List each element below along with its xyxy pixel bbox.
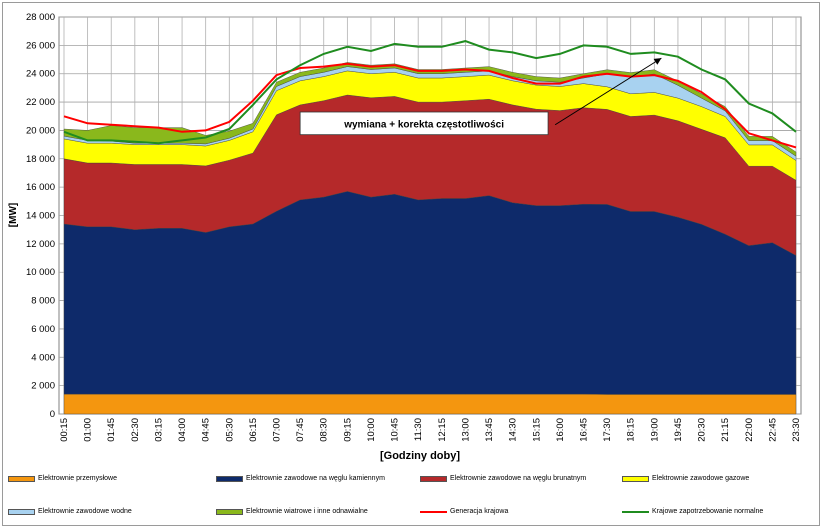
area-series-6 [63,62,797,157]
x-tick-label: 00:15 [59,418,70,442]
x-tick-label: 03:15 [153,418,164,442]
line-series-2 [63,40,797,145]
y-tick-label: 2 000 [31,381,55,392]
legend-label: Elektrownie wiatrowe i inne odnawialne [246,508,368,515]
legend-label: Generacja krajowa [450,508,509,515]
annotation-arrowhead [653,58,662,65]
x-tick-label: 07:00 [272,418,283,442]
annotation-text: wymiana + korekta częstotliwości [343,119,504,130]
y-tick-label: 22 000 [26,97,55,108]
legend-label: Elektrownie zawodowe gazowe [652,475,750,482]
legend-label: Krajowe zapotrzebowanie normalne [652,508,764,515]
y-tick-label: 10 000 [26,267,55,278]
legend-label: Elektrownie zawodowe na węglu kamiennym [246,475,385,482]
x-axis-label: [Godziny doby] [380,450,460,462]
x-tick-label: 09:15 [342,418,353,442]
x-tick-label: 13:00 [460,418,471,442]
x-tick-label: 15:15 [531,418,542,442]
legend-item: Elektrownie zawodowe gazowe [622,475,749,482]
x-tick-label: 07:45 [295,418,306,442]
x-tick-label: 13:45 [484,418,495,442]
annotation-box [299,111,549,136]
x-tick-label: 11:30 [413,418,424,441]
y-tick-label: 16 000 [26,182,55,193]
x-tick-label: 02:30 [130,418,141,442]
x-tick-label: 04:00 [177,418,188,442]
stacked-areas [63,62,797,415]
area-series-1 [63,393,797,415]
legend-item: Elektrownie zawodowe na węglu kamiennym [216,475,385,482]
legend-swatch [216,475,243,482]
x-tick-label: 01:00 [83,418,94,442]
legend-item: Generacja krajowa [420,508,508,515]
y-tick-label: 26 000 [26,40,55,51]
legend-swatch [8,508,35,515]
x-tick-label: 22:45 [767,418,778,442]
line-series-1 [63,62,797,149]
x-tick-label: 10:45 [390,418,401,442]
legend-label: Elektrownie przemysłowe [38,475,117,482]
annotation-arrow [554,57,662,126]
x-tick-label: 01:45 [106,418,117,442]
legend-swatch [622,475,649,482]
y-tick-label: 6 000 [31,324,55,335]
legend-item: Elektrownie wiatrowe i inne odnawialne [216,508,368,515]
legend-label: Elektrownie zawodowe wodne [38,508,132,515]
x-tick-label: 22:00 [744,418,755,442]
legend-label: Elektrownie zawodowe na węglu brunatnym [450,475,587,482]
y-tick-label: 0 [50,409,55,420]
x-tick-label: 14:30 [508,418,519,442]
y-tick-label: 28 000 [26,12,55,23]
y-axis-ticks: 0 2 000 4 000 6 000 8 000 10 000 12 000 14 000 1… [26,12,55,420]
y-tick-label: 18 000 [26,154,55,165]
legend-item: Krajowe zapotrzebowanie normalne [622,508,763,515]
x-tick-label: 21:15 [720,418,731,442]
x-tick-label: 05:30 [224,418,235,442]
series-lines [63,40,797,149]
x-axis-ticks: 00:15 01:00 01:45 02:30 03:15 04:00 04:45 05:30… [59,418,802,442]
x-tick-label: 20:30 [697,418,708,442]
y-tick-label: 14 000 [26,211,55,222]
x-tick-label: 10:00 [366,418,377,442]
y-tick-label: 20 000 [26,125,55,136]
x-tick-label: 12:15 [437,418,448,442]
legend-swatch [622,510,649,513]
y-tick-label: 8 000 [31,296,55,307]
legend-item: Elektrownie przemysłowe [8,475,117,482]
x-tick-label: 08:30 [319,418,330,442]
x-tick-label: 06:15 [248,418,259,442]
legend-swatch [420,510,447,513]
legend-item: Elektrownie zawodowe na węglu brunatnym [420,475,586,482]
legend-item: Elektrownie zawodowe wodne [8,508,132,515]
x-tick-label: 17:30 [602,418,613,442]
y-tick-label: 24 000 [26,69,55,80]
annotation: wymiana + korekta częstotliwości [299,57,662,136]
legend: Elektrownie przemysłowe Elektrownie zawod… [8,472,816,522]
x-tick-label: 04:45 [201,418,212,442]
x-tick-label: 19:45 [673,418,684,442]
x-tick-label: 23:30 [791,418,802,442]
x-tick-label: 16:45 [578,418,589,442]
legend-swatch [420,475,447,482]
x-tick-label: 18:15 [626,418,637,442]
x-tick-label: 19:00 [649,418,660,442]
y-tick-label: 4 000 [31,352,55,363]
y-axis-label: [MW] [8,203,19,227]
x-tick-label: 16:00 [555,418,566,442]
y-tick-label: 12 000 [26,239,55,250]
legend-swatch [8,475,35,482]
legend-swatch [216,508,243,515]
